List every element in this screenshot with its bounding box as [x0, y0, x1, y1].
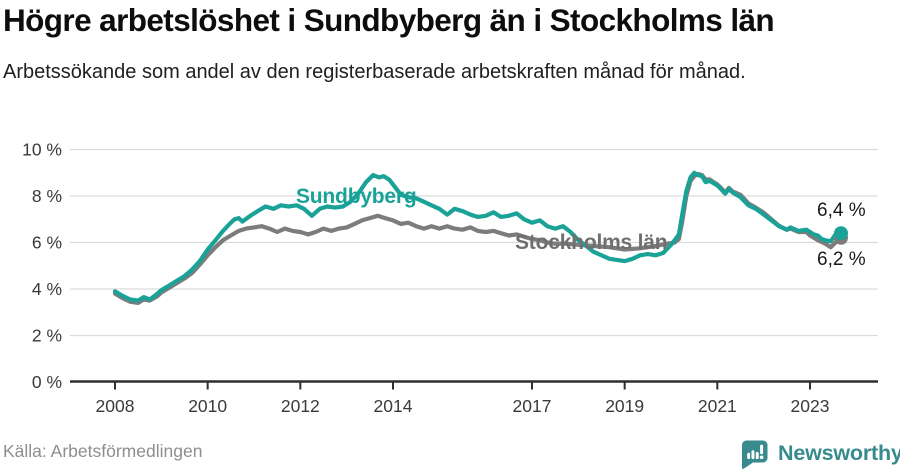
series-end-dot-sundbyberg	[834, 226, 848, 241]
y-axis-tick-label: 10 %	[22, 140, 62, 160]
series-line-sundbyberg	[112, 170, 844, 303]
y-axis-tick-label: 0 %	[32, 372, 62, 392]
x-axis-tick-label: 2012	[281, 396, 320, 416]
source-attribution: Källa: Arbetsförmedlingen	[3, 441, 203, 461]
y-axis-tick-label: 6 %	[32, 233, 62, 253]
y-axis-tick-label: 8 %	[32, 186, 62, 206]
x-axis-tick-label: 2014	[374, 396, 413, 416]
y-axis-tick-label: 4 %	[32, 279, 62, 299]
y-axis-tick-label: 2 %	[32, 326, 62, 346]
x-axis-tick-label: 2023	[791, 396, 830, 416]
page-title: Högre arbetslöshet i Sundbyberg än i Sto…	[3, 2, 775, 38]
x-axis-tick-label: 2017	[513, 396, 552, 416]
series-label-sundbyberg: Sundbyberg	[296, 185, 417, 208]
chart-subtitle: Arbetssökande som andel av den registerb…	[3, 61, 746, 83]
x-axis-tick-label: 2008	[96, 396, 135, 416]
newsworthy-wordmark: Newsworthy	[778, 441, 900, 465]
x-axis-tick-label: 2021	[698, 396, 737, 416]
end-value-label-stockholms-lan: 6,2 %	[817, 249, 866, 270]
end-value-label-sundbyberg: 6,4 %	[817, 200, 866, 221]
x-axis-tick-label: 2010	[188, 396, 227, 416]
newsworthy-logo[interactable]: Newsworthy	[738, 437, 900, 470]
series-label-stockholms-lan: Stockholms län	[515, 231, 668, 254]
newsworthy-bubble-chart-icon	[741, 440, 768, 469]
x-axis-tick-label: 2019	[605, 396, 644, 416]
